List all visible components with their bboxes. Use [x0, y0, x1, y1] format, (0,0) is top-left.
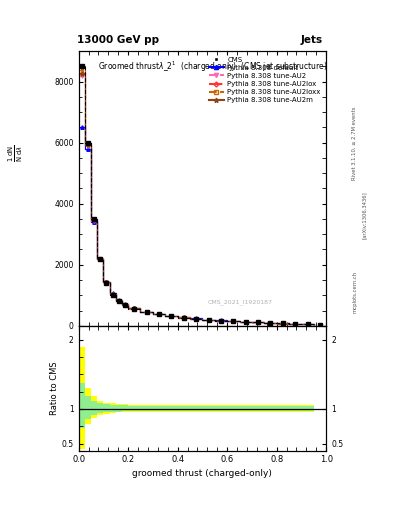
- Text: Jets: Jets: [300, 35, 322, 45]
- Text: Rivet 3.1.10, ≥ 2.7M events: Rivet 3.1.10, ≥ 2.7M events: [352, 106, 357, 180]
- Legend: CMS, Pythia 8.308 default, Pythia 8.308 tune-AU2, Pythia 8.308 tune-AU2lox, Pyth: CMS, Pythia 8.308 default, Pythia 8.308 …: [206, 55, 323, 105]
- X-axis label: groomed thrust (charged-only): groomed thrust (charged-only): [132, 468, 272, 478]
- Text: CMS_2021_I1920187: CMS_2021_I1920187: [208, 300, 272, 306]
- Text: mcplots.cern.ch: mcplots.cern.ch: [352, 271, 357, 313]
- Text: 13000 GeV pp: 13000 GeV pp: [77, 35, 159, 45]
- Text: Groomed thrust$\lambda\_2^1$  (charged only)  (CMS jet substructure): Groomed thrust$\lambda\_2^1$ (charged on…: [98, 59, 328, 74]
- Text: [arXiv:1306.3436]: [arXiv:1306.3436]: [362, 191, 367, 239]
- Text: $\frac{1}{\mathrm{N}}\frac{\mathrm{d}\mathrm{N}}{\mathrm{d}\lambda}$: $\frac{1}{\mathrm{N}}\frac{\mathrm{d}\ma…: [7, 145, 25, 162]
- Y-axis label: Ratio to CMS: Ratio to CMS: [50, 361, 59, 415]
